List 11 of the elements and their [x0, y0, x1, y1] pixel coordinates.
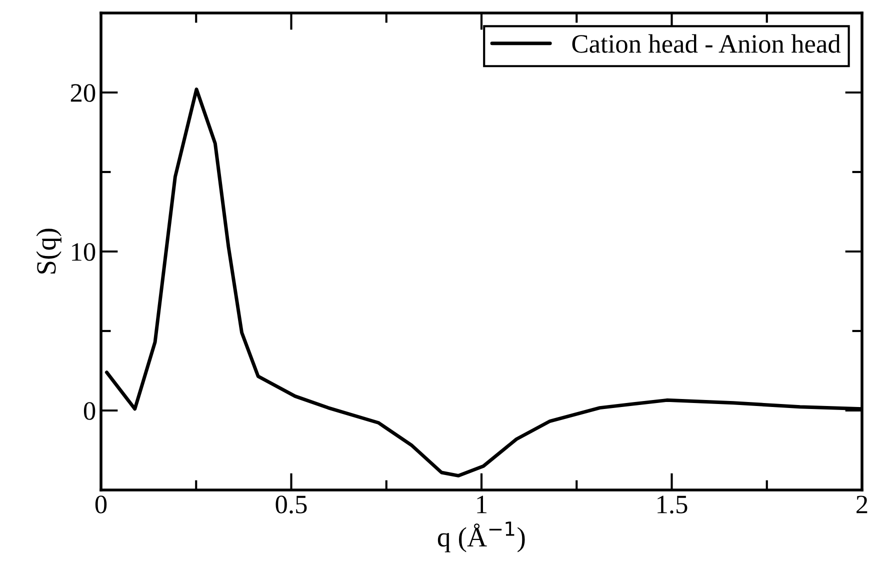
legend-label: Cation head - Anion head [572, 34, 841, 53]
x-tick-label: 1 [477, 496, 487, 514]
x-tick-label: 0.5 [276, 496, 307, 514]
y-axis-title: S(q) [36, 228, 62, 274]
x-tick-label: 0 [95, 496, 107, 514]
y-tick-label: 0 [84, 402, 96, 420]
x-axis-title: q (Å$^{−1}$) [438, 522, 525, 552]
y-tick-label: 20 [70, 84, 96, 102]
y-tick-label: 10 [72, 243, 96, 261]
x-tick-label: 2 [856, 496, 868, 514]
x-tick-label: 1.5 [658, 496, 688, 514]
